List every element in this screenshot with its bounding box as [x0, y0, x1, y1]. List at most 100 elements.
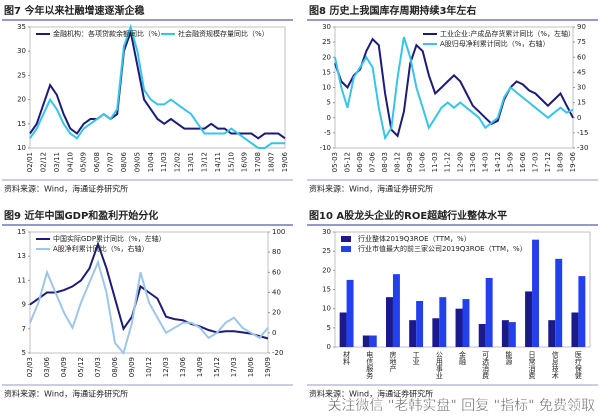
x-tick-label: 15-09	[506, 152, 514, 172]
bar	[386, 297, 393, 347]
y2-tick-label: 40	[272, 289, 281, 297]
x-tick-label: 可选消费	[482, 351, 490, 380]
chart-title: 图8 历史上我国库存周期持续3年左右	[309, 4, 476, 17]
x-tick-label: 11-12	[444, 152, 452, 172]
x-tick-label: 15/10	[227, 152, 235, 172]
plot-frame	[29, 26, 286, 149]
y2-tick-label: -15	[577, 129, 588, 137]
x-tick-label: 17-03	[531, 152, 539, 172]
y2-tick-label: 0	[272, 329, 276, 337]
y-tick-label: 7	[22, 325, 26, 333]
chart-title: 图10 A股龙头企业的ROE超越行业整体水平	[309, 209, 507, 222]
bar	[339, 312, 347, 347]
bar	[555, 258, 563, 347]
x-tick-label: 13/01	[187, 152, 195, 172]
x-tick-label: 房地产	[389, 350, 397, 373]
x-tick-label: 08/06	[120, 151, 128, 172]
series-line	[334, 37, 574, 138]
x-tick-label: 03/06	[43, 356, 51, 377]
y2-tick-label: 20	[272, 309, 281, 317]
y-tick-label: -5	[324, 129, 331, 137]
y-tick-label: 15	[322, 286, 331, 294]
y2-tick-label: 0	[577, 114, 581, 122]
series-line	[29, 28, 286, 140]
y2-tick-label: 100	[272, 228, 285, 236]
y-tick-label: 35	[17, 23, 26, 31]
watermark: 关注微信 "老韩实盘" 回复 "指标" 免费领取	[327, 397, 595, 414]
source: 资料来源：Wind，海通证券研究所	[309, 389, 433, 399]
x-tick-label: 17/03	[230, 357, 238, 377]
bar	[508, 322, 516, 347]
y-tick-label: -10	[320, 144, 331, 152]
chart-title: 图7 今年以来社融增速逐渐企稳	[4, 4, 144, 17]
bar	[485, 278, 493, 347]
x-tick-label: 17/08	[254, 152, 262, 172]
y-tick-label: 10	[17, 144, 26, 152]
y-tick-label: 20	[17, 96, 26, 104]
bar	[462, 299, 470, 347]
y2-tick-label: 45	[577, 68, 586, 76]
y-tick-label: 11	[17, 276, 26, 284]
y-tick-label: 0	[327, 114, 331, 122]
y2-tick-label: 15	[577, 99, 586, 107]
x-tick-label: 07-06	[369, 151, 377, 172]
x-tick-label: 02/03	[26, 357, 34, 377]
legend-label: 行业整体2019Q3ROE（TTM，%）	[358, 234, 471, 243]
y-tick-label: 5	[327, 324, 331, 332]
x-tick-label: 07/03	[94, 357, 102, 377]
bar	[478, 324, 486, 347]
x-tick-label: 10/04	[147, 151, 155, 172]
x-tick-label: 11-03	[431, 152, 439, 172]
bar	[346, 279, 354, 347]
legend-label: A股净利累计同比（%，右轴）	[53, 244, 148, 253]
bar	[578, 276, 586, 347]
legend-swatch	[341, 246, 351, 252]
x-tick-label: 13/12	[200, 152, 208, 172]
x-tick-label: 12-09	[456, 152, 464, 172]
x-tick-label: 05-12	[344, 152, 352, 172]
y-tick-label: 15	[17, 228, 26, 236]
x-tick-label: 03/11	[53, 152, 61, 172]
x-tick-label: 19-06	[569, 151, 577, 172]
x-tick-label: 14/09	[196, 357, 204, 377]
bar	[369, 335, 377, 347]
y-tick-label: 30	[322, 23, 331, 31]
x-tick-label: 06/08	[93, 152, 101, 172]
y2-tick-label: 90	[577, 23, 586, 31]
y2-tick-label: 30	[577, 84, 586, 92]
x-tick-label: 04/10	[66, 152, 74, 172]
y-tick-label: 13	[17, 252, 26, 260]
y2-tick-label: -30	[577, 144, 588, 152]
x-tick-label: 14-12	[494, 152, 502, 172]
x-tick-label: 医疗保健	[574, 351, 582, 380]
series-line	[29, 23, 285, 149]
x-tick-label: 电信服务	[366, 350, 374, 380]
y2-tick-label: 80	[272, 248, 281, 256]
bar	[548, 320, 556, 347]
y-tick-label: 25	[17, 71, 26, 79]
x-tick-label: 能源	[505, 350, 513, 366]
x-tick-label: 09/05	[133, 152, 141, 172]
bar	[392, 274, 400, 347]
x-tick-label: 信息技术	[551, 350, 559, 380]
y-tick-label: 20	[322, 53, 331, 61]
x-tick-label: 15/12	[213, 357, 221, 377]
series-line	[334, 36, 574, 141]
bar	[439, 297, 447, 347]
x-tick-label: 材料	[343, 350, 351, 366]
bar	[571, 312, 579, 347]
x-tick-label: 09-09	[406, 152, 414, 172]
legend-label: 中国实际GDP累计同比（%，左轴）	[53, 234, 166, 243]
x-tick-label: 16-06	[519, 151, 527, 172]
bar	[525, 291, 533, 347]
x-tick-label: 06-09	[356, 152, 364, 172]
series-line	[29, 241, 269, 340]
x-tick-label: 07/07	[107, 152, 115, 172]
y-tick-label: 25	[322, 38, 331, 46]
legend-label: A股归母净利累计同比（%，右轴）	[440, 39, 549, 48]
legend-label: 行业市值最大的前三家公司2019Q3ROE（TTM，%）	[358, 244, 527, 253]
x-tick-label: 12/03	[162, 357, 170, 377]
y-tick-label: 20	[322, 266, 331, 274]
bar	[362, 335, 370, 347]
